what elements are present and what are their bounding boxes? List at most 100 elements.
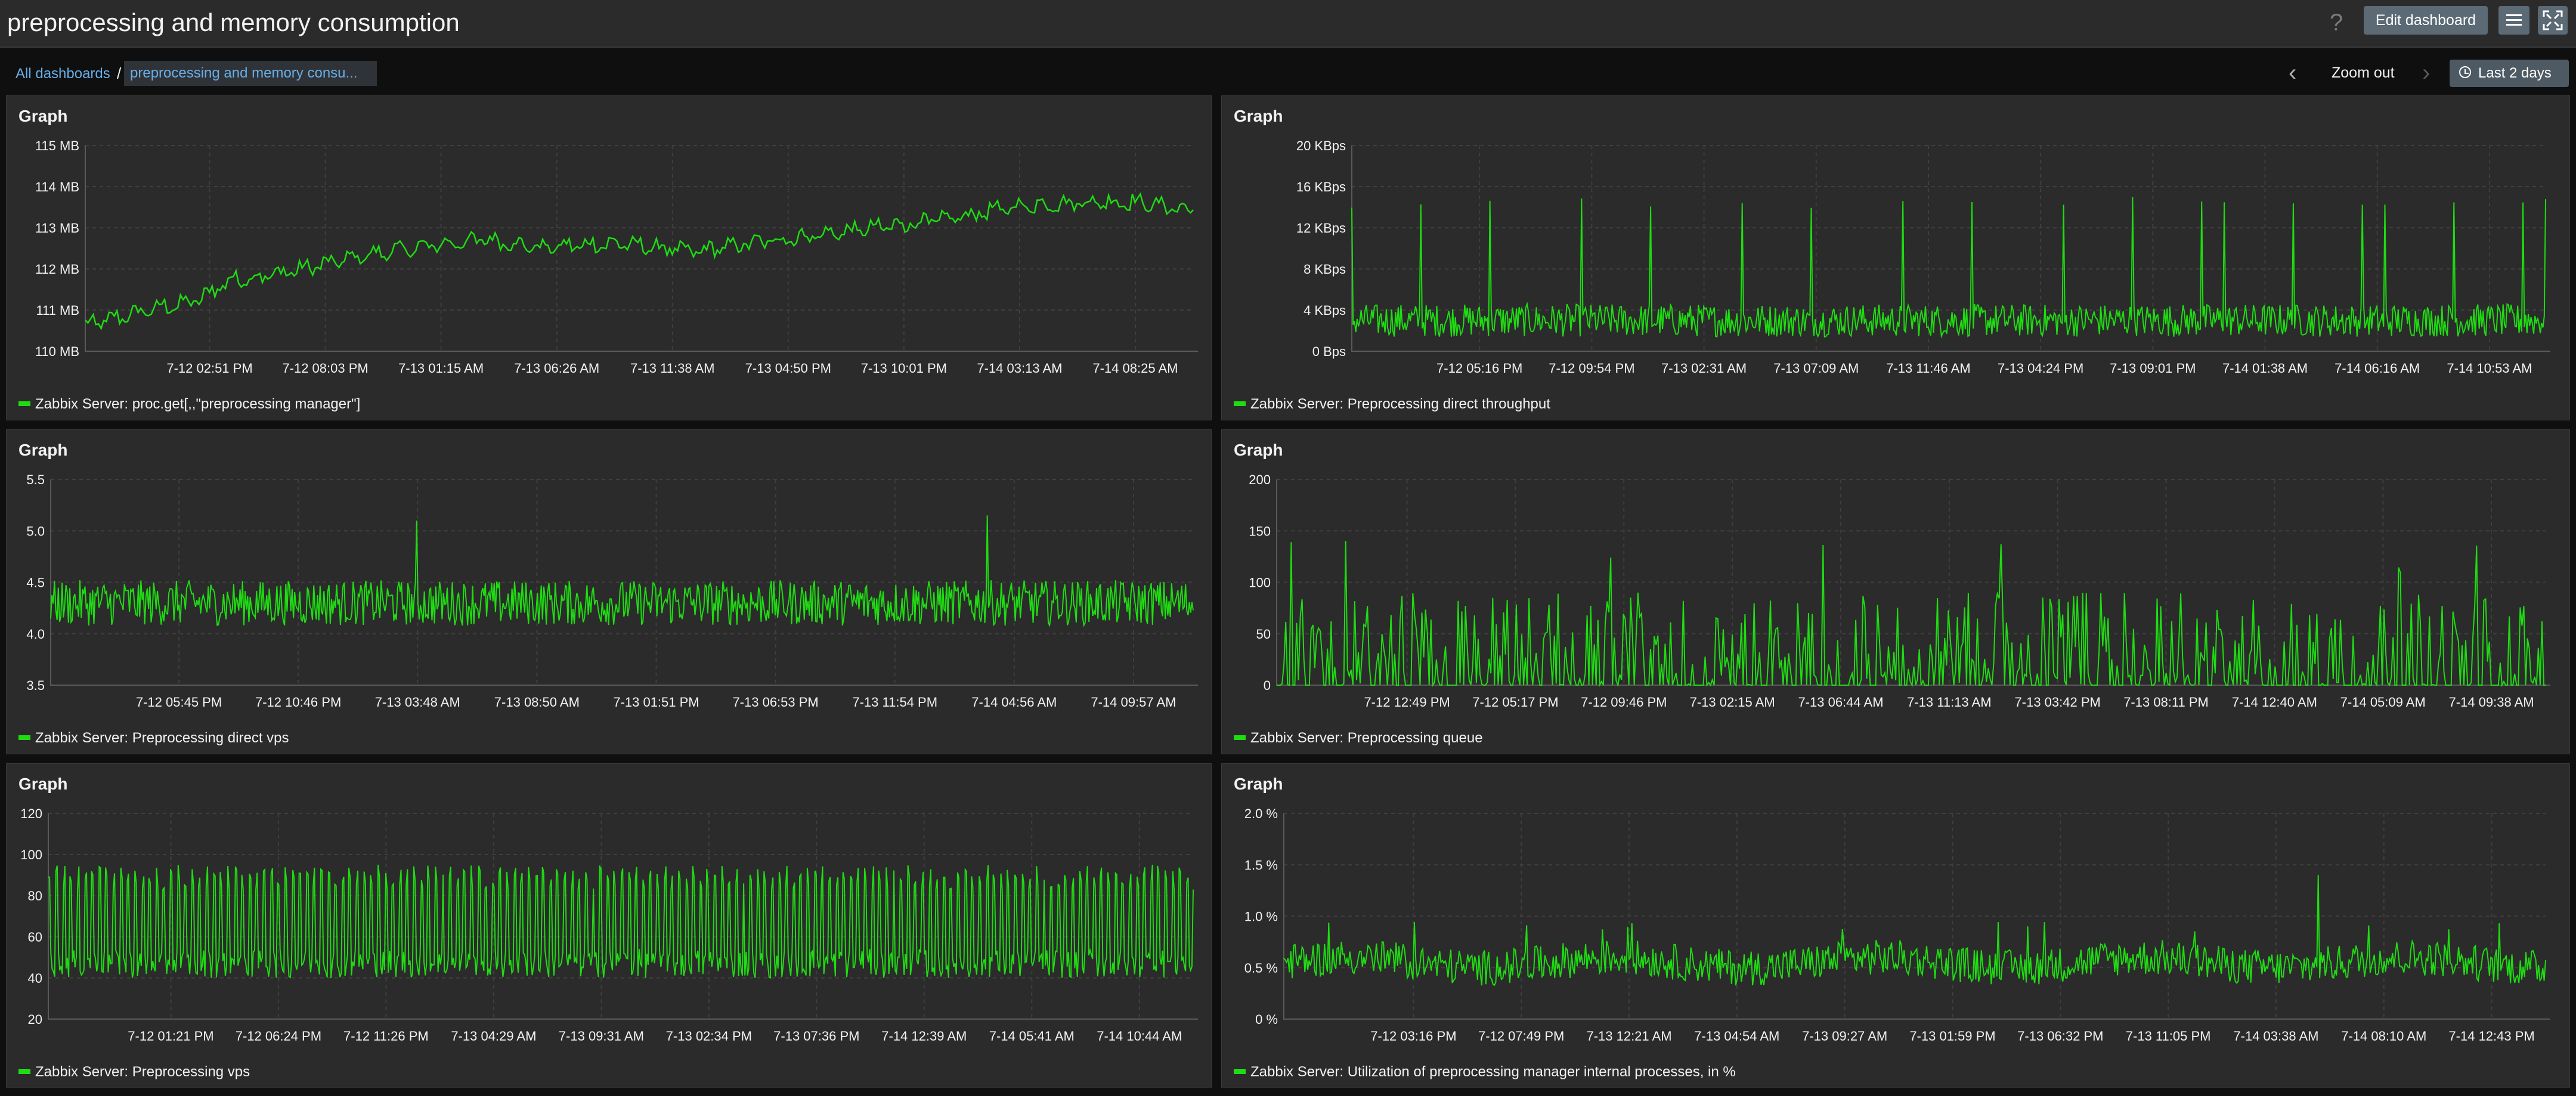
x-tick-label: 7-12 06:24 PM [236,1029,321,1044]
x-tick-label: 7-13 02:15 AM [1690,695,1775,710]
breadcrumb-all-dashboards[interactable]: All dashboards [16,66,110,82]
x-tick-label: 7-14 12:40 AM [2232,695,2317,710]
axis-lines [85,145,1198,352]
legend-swatch [1234,735,1246,740]
y-tick-label: 4.0 [26,627,45,642]
edit-dashboard-button[interactable]: Edit dashboard [2364,6,2488,35]
y-tick-label: 50 [1256,627,1271,642]
graph-widget-throughput[interactable]: Graph 0 Bps 4 KBps 8 KBps 12 KBps 16 KBps 20 K… [1221,95,2570,420]
x-tick-label: 7-14 06:16 AM [2334,361,2420,376]
x-tick-label: 7-13 03:42 PM [2015,695,2101,710]
x-tick-label: 7-13 09:27 AM [1802,1029,1887,1044]
x-tick-label: 7-13 02:31 AM [1661,361,1747,376]
help-icon[interactable]: ? [2329,10,2343,36]
x-tick-label: 7-12 09:46 PM [1581,695,1667,710]
graph-widget-vps[interactable]: Graph 20 40 60 80 100 120 7-12 01:21 PM 7-12 06:… [6,763,1212,1088]
y-tick-label: 120 [20,806,42,821]
x-tick-label: 7-12 07:49 PM [1478,1029,1564,1044]
x-tick-label: 7-13 04:24 PM [1998,361,2083,376]
graph-legend[interactable]: Zabbix Server: Preprocessing vps [18,1063,250,1082]
x-tick-label: 7-13 01:59 PM [1909,1029,1995,1044]
chevron-left-icon[interactable]: ‹ [2289,60,2297,86]
y-tick-label: 20 KBps [1296,138,1346,153]
breadcrumb-current-dashboard[interactable]: preprocessing and memory consu... [124,61,377,86]
axis-lines [50,479,1198,686]
graph-plot[interactable]: 0 Bps 4 KBps 8 KBps 12 KBps 16 KBps 20 KBps 7-… [1222,96,2569,420]
legend-label: Zabbix Server: Utilization of preprocess… [1250,1064,1736,1080]
y-tick-label: 5.0 [26,524,45,538]
x-tick-label: 7-13 01:15 AM [398,361,484,376]
x-tick-label: 7-14 05:09 AM [2340,695,2426,710]
x-tick-label: 7-14 03:13 AM [977,361,1062,376]
x-tick-label: 7-13 07:09 AM [1773,361,1859,376]
x-tick-label: 7-12 12:49 PM [1364,695,1450,710]
y-tick-label: 1.5 % [1244,857,1278,872]
legend-label: Zabbix Server: Preprocessing direct thro… [1250,396,1550,412]
x-tick-label: 7-14 09:38 AM [2449,695,2534,710]
y-tick-label: 2.0 % [1244,806,1278,821]
x-tick-label: 7-13 12:21 AM [1586,1029,1671,1044]
clock-icon [2459,66,2471,78]
x-tick-label: 7-13 11:46 AM [1886,361,1970,376]
graph-widget-direct-vps[interactable]: Graph 3.5 4.0 4.5 5.0 5.5 7-12 05:45 PM 7-12 10… [6,429,1212,754]
series-line [1283,875,2546,986]
legend-label: Zabbix Server: Preprocessing direct vps [35,730,289,746]
graph-legend[interactable]: Zabbix Server: Preprocessing direct vps [18,729,289,748]
x-tick-label: 7-13 01:51 PM [613,695,699,710]
graph-plot[interactable]: 0 % 0.5 % 1.0 % 1.5 % 2.0 % 7-12 03:16 PM 7-12… [1222,764,2569,1088]
x-tick-label: 7-13 04:29 AM [451,1029,536,1044]
x-tick-label: 7-13 11:05 PM [2126,1029,2211,1044]
y-tick-label: 0 [1264,678,1271,693]
y-tick-label: 112 MB [35,262,79,277]
graph-plot[interactable]: 110 MB 111 MB 112 MB 113 MB 114 MB 115 MB 7-12… [7,96,1211,420]
x-tick-label: 7-12 05:45 PM [136,695,222,710]
widget-title: Graph [1234,441,1283,459]
x-tick-label: 7-13 04:54 AM [1694,1029,1779,1044]
y-tick-label: 8 KBps [1304,262,1346,277]
y-tick-label: 80 [28,888,42,903]
x-tick-label: 7-13 11:54 PM [852,695,937,710]
x-tick-label: 7-14 03:38 AM [2233,1029,2318,1044]
y-tick-label: 16 KBps [1296,179,1346,194]
graph-legend[interactable]: Zabbix Server: Preprocessing direct thro… [1234,395,1550,414]
graph-plot[interactable]: 0 50 100 150 200 7-12 12:49 PM 7-12 05:17 PM 7-… [1222,430,2569,754]
y-tick-label: 100 [20,847,42,862]
legend-swatch [18,1069,30,1074]
graph-legend[interactable]: Zabbix Server: Utilization of preprocess… [1234,1063,1736,1082]
x-tick-label: 7-14 10:53 AM [2447,361,2532,376]
x-tick-label: 7-13 04:50 PM [745,361,831,376]
graph-legend[interactable]: Zabbix Server: proc.get[,,"preprocessing… [18,395,360,414]
x-tick-label: 7-13 09:31 AM [559,1029,644,1044]
widget-title: Graph [18,441,68,459]
x-tick-label: 7-13 02:34 PM [666,1029,752,1044]
y-tick-label: 114 MB [35,179,79,194]
chevron-right-icon[interactable]: › [2422,60,2431,86]
graph-plot[interactable]: 20 40 60 80 100 120 7-12 01:21 PM 7-12 06:24 PM… [7,764,1211,1088]
y-tick-label: 111 MB [36,303,79,318]
x-tick-label: 7-12 05:17 PM [1472,695,1558,710]
page-title: preprocessing and memory consumption [7,8,460,36]
fullscreen-icon[interactable] [2538,6,2568,35]
x-tick-label: 7-14 04:56 AM [971,695,1057,710]
graph-widget-memory[interactable]: Graph 110 MB 111 MB 112 MB 113 MB 114 MB 115 M… [6,95,1212,420]
legend-label: Zabbix Server: Preprocessing queue [1250,730,1483,746]
series-line [50,515,1194,628]
legend-swatch [18,735,30,740]
x-tick-label: 7-13 06:26 AM [514,361,599,376]
dashboard-header: preprocessing and memory consumption ? E… [0,0,2576,48]
x-tick-label: 7-12 05:16 PM [1436,361,1522,376]
graph-widget-queue[interactable]: Graph 0 50 100 150 200 7-12 12:49 PM 7-12 05:17… [1221,429,2570,754]
zoom-out-button[interactable]: Zoom out [2332,64,2395,81]
graph-plot[interactable]: 3.5 4.0 4.5 5.0 5.5 7-12 05:45 PM 7-12 10:46 P… [7,430,1211,754]
time-period-button[interactable]: Last 2 days [2450,60,2569,87]
graph-legend[interactable]: Zabbix Server: Preprocessing queue [1234,729,1483,748]
y-tick-label: 110 MB [35,344,79,359]
menu-icon[interactable] [2498,6,2529,35]
graph-widget-utilization[interactable]: Graph 0 % 0.5 % 1.0 % 1.5 % 2.0 % 7-12 03:16 P… [1221,763,2570,1088]
y-tick-label: 115 MB [35,138,79,153]
x-tick-label: 7-13 03:48 AM [375,695,460,710]
axis-lines [48,813,1198,1020]
x-tick-label: 7-12 09:54 PM [1549,361,1634,376]
legend-swatch [18,401,30,406]
x-tick-label: 7-13 11:13 AM [1907,695,1991,710]
